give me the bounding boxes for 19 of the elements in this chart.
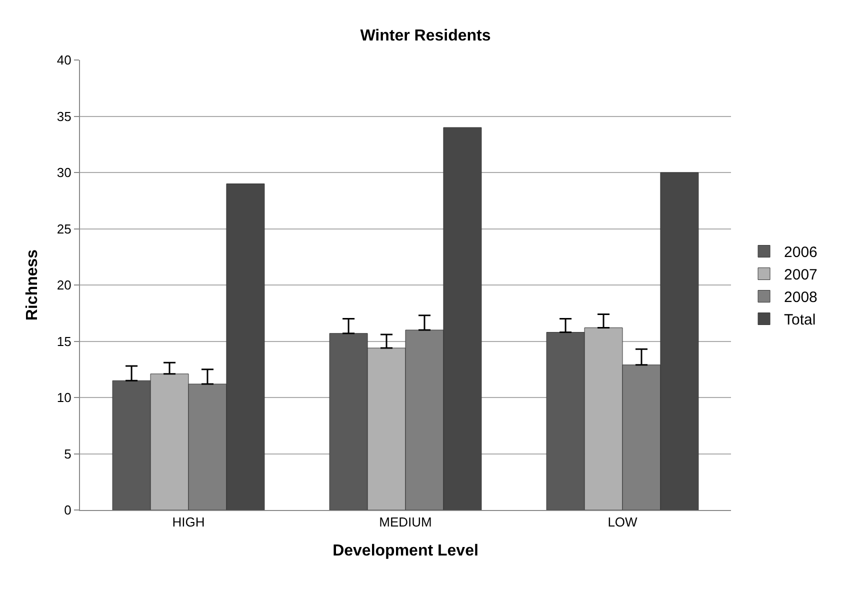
- y-tick-label: 25: [56, 221, 72, 236]
- chart-title: Winter Residents: [360, 28, 491, 45]
- y-tick-label: 40: [56, 52, 72, 68]
- y-tick-label: 5: [64, 446, 72, 462]
- y-tick-label: 35: [56, 108, 72, 124]
- legend-label: Total: [784, 312, 816, 329]
- y-tick-label: 10: [56, 390, 72, 406]
- legend-label: 2006: [784, 244, 818, 262]
- y-tick-label: 30: [56, 165, 72, 180]
- y-tick-label: 20: [56, 278, 72, 293]
- y-tick-label: 15: [56, 334, 72, 349]
- legend-label: 2007: [784, 266, 818, 284]
- legend-label: 2008: [784, 289, 818, 306]
- x-axis-title: Development Level: [332, 542, 478, 560]
- y-tick-label: 0: [64, 502, 72, 518]
- x-tick-label: MEDIUM: [379, 514, 432, 530]
- y-axis-title: Richness: [24, 249, 41, 321]
- x-tick-label: LOW: [608, 514, 638, 530]
- x-tick-label: HIGH: [172, 514, 205, 530]
